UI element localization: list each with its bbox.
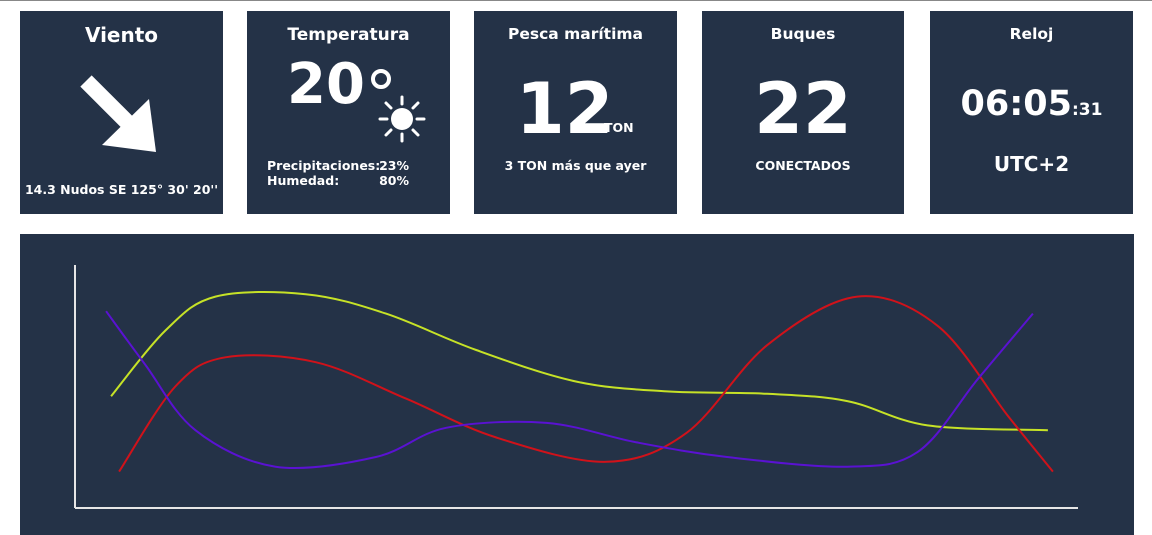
series-layer (105, 291, 1054, 473)
series-line-3 (105, 310, 1034, 469)
vessels-note: CONECTADOS (755, 158, 851, 173)
top-border-line (0, 0, 1152, 1)
precipitation-label: Precipitaciones: (267, 158, 381, 173)
fishing-title: Pesca marítima (507, 25, 644, 43)
degree-icon (371, 69, 391, 89)
arrow-down-right-icon (80, 75, 156, 152)
temperature-title: Temperatura (287, 25, 410, 45)
temperature-value: 20 (287, 52, 365, 117)
clock-time: 06:05 (960, 84, 1072, 124)
clock-title: Reloj (1009, 25, 1054, 43)
series-line-1 (110, 291, 1048, 432)
temperature-details: Precipitaciones: 23% Humedad: 80% (267, 158, 409, 188)
humidity-label: Humedad: (267, 173, 340, 188)
series-line-2 (118, 295, 1054, 473)
fishing-value: 12 (516, 68, 614, 150)
humidity-value: 80% (379, 173, 409, 188)
humidity-row: Humedad: 80% (267, 173, 409, 188)
clock-seconds: :31 (1071, 100, 1103, 120)
line-chart-panel (20, 234, 1134, 535)
vessels-title: Buques (770, 25, 836, 43)
fishing-note: 3 TON más que ayer (504, 158, 647, 173)
fishing-card: Pesca marítima 12 TON 3 TON más que ayer (474, 11, 677, 214)
line-chart (74, 265, 1078, 509)
vessels-card: Buques 22 CONECTADOS (702, 11, 904, 214)
precipitation-row: Precipitaciones: 23% (267, 158, 409, 173)
wind-card: Viento 14.3 Nudos SE 125° 30' 20'' (20, 11, 223, 214)
clock-display: 06:05:31 (930, 87, 1133, 122)
wind-title: Viento (84, 23, 159, 47)
clock-timezone: UTC+2 (993, 152, 1070, 176)
vessels-value: 22 (754, 68, 852, 150)
sun-icon (378, 95, 426, 143)
temperature-card: Temperatura 20 Precipitaciones: 23% Hume… (247, 11, 450, 214)
clock-card: Reloj 06:05:31 UTC+2 (930, 11, 1133, 214)
wind-info: 14.3 Nudos SE 125° 30' 20'' (24, 182, 219, 197)
precipitation-value: 23% (379, 158, 409, 173)
fishing-unit: TON (604, 120, 634, 135)
